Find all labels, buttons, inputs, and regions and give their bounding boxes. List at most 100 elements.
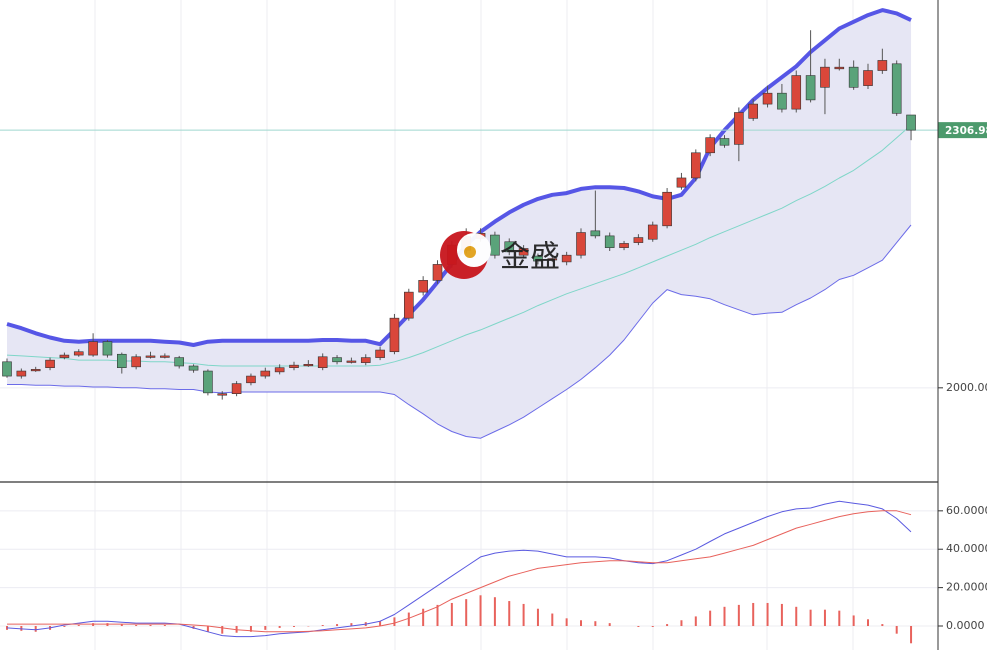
candle-body [203,370,213,394]
candle-body [561,254,572,263]
candle-body [762,92,773,105]
histogram-bar [651,626,654,627]
logo-dot [464,246,476,258]
candle-body [834,66,845,70]
histogram-bar [910,626,913,644]
candle-body [289,364,299,368]
histogram-bar [895,626,898,634]
candle-body [188,365,199,371]
histogram-bar [450,602,453,627]
histogram-bar [852,615,855,627]
histogram-bar [63,626,66,627]
candle-body [88,341,98,356]
histogram-bar [206,626,209,632]
histogram-bar [594,621,597,627]
candle-body [576,232,586,256]
candle-body [432,264,443,281]
watermark: 金盛 [440,231,560,279]
candle-body [604,235,615,248]
candle-body [274,367,285,373]
candle-body [2,361,12,377]
y-tick-label: 2000.00 [946,381,987,394]
histogram-bar [393,617,396,627]
histogram-bar [881,624,884,627]
candle-body [360,357,371,363]
histogram-bar [407,612,410,627]
candle-body [518,248,529,256]
candle-body [16,370,27,377]
histogram-bar [422,608,425,627]
candle-body [748,103,759,119]
histogram-bar [723,606,726,627]
candle-body [346,360,357,363]
candle-body [676,177,687,188]
candle-body [877,60,888,71]
candle-body [174,357,184,367]
candle-body [734,112,744,145]
candle-body [633,237,644,243]
candle-body [504,241,515,253]
candle-body [590,230,601,237]
histogram-bar [350,623,353,627]
candle-body [117,353,127,368]
candle-body [547,258,558,261]
histogram-bar [522,603,525,627]
candle-body [30,369,41,372]
histogram-bar [752,602,755,627]
histogram-bar [565,618,568,627]
histogram-bar [536,608,539,627]
histogram-bar [838,610,841,627]
candle-body [848,66,859,88]
candle-body [705,137,715,154]
last-price-label: 2306.98 [945,125,987,137]
histogram-bar [823,609,826,627]
line [7,224,912,439]
candle-body [375,349,385,358]
histogram-bar [608,623,611,627]
histogram-bar [264,626,267,630]
histogram-bar [336,624,339,627]
histogram-bar [465,599,468,627]
candle-body [805,75,816,101]
histogram-bar [135,625,138,627]
candle-body [791,75,802,110]
y-tick-label: 20.0000 [946,581,987,594]
candle-body [145,355,156,358]
candle-body [231,383,242,394]
histogram-bar [77,625,80,627]
histogram-bar [163,625,166,627]
histogram-bar [737,604,740,627]
candle-body [160,355,170,358]
candle-body [777,92,787,110]
candle-body [418,280,428,293]
y-tick-label: 40.0000 [946,542,987,555]
y-tick-label: 0.0000 [946,619,985,632]
histogram-bar [694,616,697,627]
candle-body [891,63,902,114]
histogram-bar [249,626,252,632]
histogram-bar [580,620,582,627]
histogram-bar [867,619,869,627]
histogram-bar [795,606,798,627]
histogram-bar [666,624,669,627]
candle-body [303,364,314,367]
histogram-bar [278,626,281,628]
histogram-bar [34,626,37,632]
y-tick-label: 60.0000 [946,504,987,517]
candle-body [647,224,658,240]
histogram-bar [680,620,683,627]
candle-body [619,243,629,248]
candle-body [317,356,328,368]
plot-layer: 2000.00 2306.98 60.0000 40.0000 20.0000 0.000… [0,8,987,644]
histogram-bar [493,597,496,627]
histogram-bar [637,626,640,627]
line [7,510,912,633]
band-fill [7,10,912,439]
candle-body [906,114,916,131]
histogram-bar [780,603,783,627]
histogram-bar [508,601,511,627]
histogram-bar [221,626,224,634]
candle-body [690,152,701,179]
candle-body [863,70,873,86]
